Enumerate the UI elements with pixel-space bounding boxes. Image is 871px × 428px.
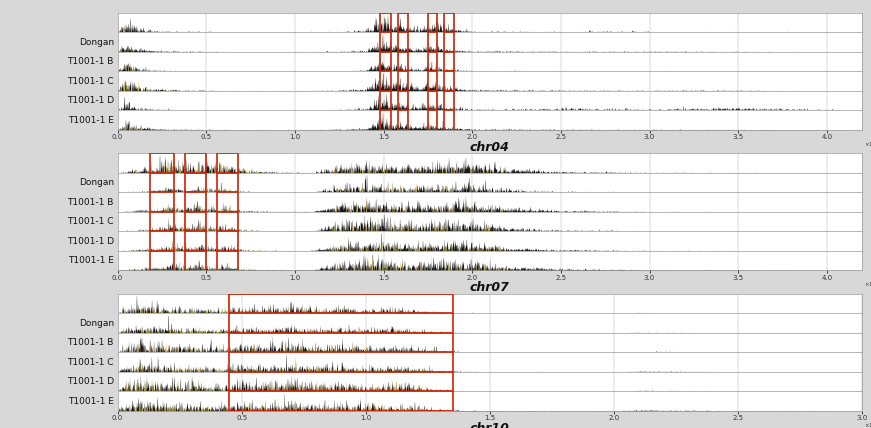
Text: chr10: chr10 bbox=[470, 422, 510, 428]
Bar bbox=[229, 294, 453, 313]
Bar bbox=[185, 232, 206, 251]
Bar bbox=[229, 313, 453, 333]
Text: $\times$10$^7$: $\times$10$^7$ bbox=[864, 421, 871, 428]
Bar bbox=[380, 110, 390, 130]
Bar bbox=[444, 52, 455, 71]
Bar bbox=[398, 91, 408, 110]
Bar bbox=[217, 232, 238, 251]
Bar bbox=[398, 71, 408, 91]
Text: T1001-1 B: T1001-1 B bbox=[67, 198, 114, 207]
Bar bbox=[150, 212, 174, 232]
Text: T1001-1 B: T1001-1 B bbox=[67, 338, 114, 347]
Bar bbox=[428, 33, 436, 52]
Bar bbox=[428, 52, 436, 71]
Text: T1001-1 E: T1001-1 E bbox=[68, 116, 114, 125]
Bar bbox=[229, 372, 453, 391]
Text: T1001-1 D: T1001-1 D bbox=[67, 237, 114, 246]
Bar bbox=[185, 173, 206, 192]
Bar bbox=[398, 52, 408, 71]
Bar bbox=[428, 71, 436, 91]
Bar bbox=[229, 391, 453, 411]
Text: T1001-1 E: T1001-1 E bbox=[68, 256, 114, 265]
Bar bbox=[185, 251, 206, 270]
Text: chr07: chr07 bbox=[470, 281, 510, 294]
Bar bbox=[150, 173, 174, 192]
Bar bbox=[380, 13, 390, 33]
Text: T1001-1 C: T1001-1 C bbox=[67, 217, 114, 226]
Bar bbox=[185, 192, 206, 212]
Bar bbox=[380, 33, 390, 52]
Text: T1001-1 C: T1001-1 C bbox=[67, 358, 114, 367]
Text: T1001-1 C: T1001-1 C bbox=[67, 77, 114, 86]
Text: T1001-1 D: T1001-1 D bbox=[67, 377, 114, 386]
Bar bbox=[444, 110, 455, 130]
Bar bbox=[428, 13, 436, 33]
Bar bbox=[398, 110, 408, 130]
Text: Dongan: Dongan bbox=[78, 318, 114, 328]
Bar bbox=[380, 71, 390, 91]
Text: $\times$10$^7$: $\times$10$^7$ bbox=[864, 280, 871, 289]
Bar bbox=[444, 91, 455, 110]
Bar bbox=[380, 52, 390, 71]
Bar bbox=[217, 192, 238, 212]
Text: T1001-1 D: T1001-1 D bbox=[67, 96, 114, 105]
Bar bbox=[380, 91, 390, 110]
Bar bbox=[398, 13, 408, 33]
Text: T1001-1 B: T1001-1 B bbox=[67, 57, 114, 66]
Bar bbox=[398, 33, 408, 52]
Bar bbox=[428, 110, 436, 130]
Text: chr04: chr04 bbox=[470, 140, 510, 154]
Bar bbox=[150, 232, 174, 251]
Bar bbox=[444, 13, 455, 33]
Bar bbox=[217, 212, 238, 232]
Bar bbox=[185, 153, 206, 173]
Text: Dongan: Dongan bbox=[78, 38, 114, 47]
Bar bbox=[150, 153, 174, 173]
Bar bbox=[428, 91, 436, 110]
Text: $\times$10$^7$: $\times$10$^7$ bbox=[864, 140, 871, 149]
Bar bbox=[217, 173, 238, 192]
Text: Dongan: Dongan bbox=[78, 178, 114, 187]
Bar bbox=[150, 192, 174, 212]
Bar bbox=[217, 251, 238, 270]
Bar bbox=[229, 333, 453, 352]
Bar bbox=[217, 153, 238, 173]
Text: T1001-1 E: T1001-1 E bbox=[68, 397, 114, 406]
Bar bbox=[444, 33, 455, 52]
Bar bbox=[150, 251, 174, 270]
Bar bbox=[444, 71, 455, 91]
Bar bbox=[185, 212, 206, 232]
Bar bbox=[229, 352, 453, 372]
